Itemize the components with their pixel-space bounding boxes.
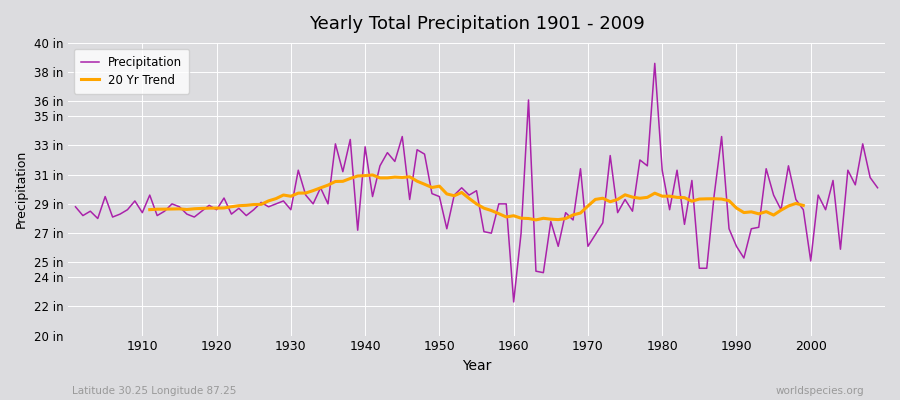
Precipitation bbox=[872, 185, 883, 190]
Text: Latitude 30.25 Longitude 87.25: Latitude 30.25 Longitude 87.25 bbox=[72, 386, 237, 396]
Precipitation bbox=[605, 153, 616, 158]
20 Yr Trend bbox=[739, 210, 750, 215]
Precipitation bbox=[338, 169, 348, 174]
Precipitation bbox=[508, 300, 519, 304]
20 Yr Trend bbox=[144, 207, 155, 212]
X-axis label: Year: Year bbox=[462, 359, 491, 373]
20 Yr Trend bbox=[278, 193, 289, 198]
Precipitation bbox=[500, 202, 511, 206]
20 Yr Trend bbox=[530, 218, 541, 222]
20 Yr Trend bbox=[486, 208, 497, 213]
20 Yr Trend bbox=[367, 172, 378, 177]
Precipitation bbox=[650, 61, 661, 66]
Precipitation bbox=[70, 204, 81, 209]
20 Yr Trend bbox=[798, 203, 809, 208]
Title: Yearly Total Precipitation 1901 - 2009: Yearly Total Precipitation 1901 - 2009 bbox=[309, 15, 644, 33]
Precipitation bbox=[516, 231, 526, 236]
Legend: Precipitation, 20 Yr Trend: Precipitation, 20 Yr Trend bbox=[74, 49, 189, 94]
Line: Precipitation: Precipitation bbox=[76, 63, 878, 302]
Y-axis label: Precipitation: Precipitation bbox=[15, 150, 28, 228]
20 Yr Trend bbox=[212, 206, 222, 210]
Text: worldspecies.org: worldspecies.org bbox=[776, 386, 864, 396]
Line: 20 Yr Trend: 20 Yr Trend bbox=[149, 175, 804, 220]
Precipitation bbox=[130, 198, 140, 203]
20 Yr Trend bbox=[404, 174, 415, 179]
20 Yr Trend bbox=[226, 204, 237, 209]
Precipitation bbox=[292, 168, 303, 173]
